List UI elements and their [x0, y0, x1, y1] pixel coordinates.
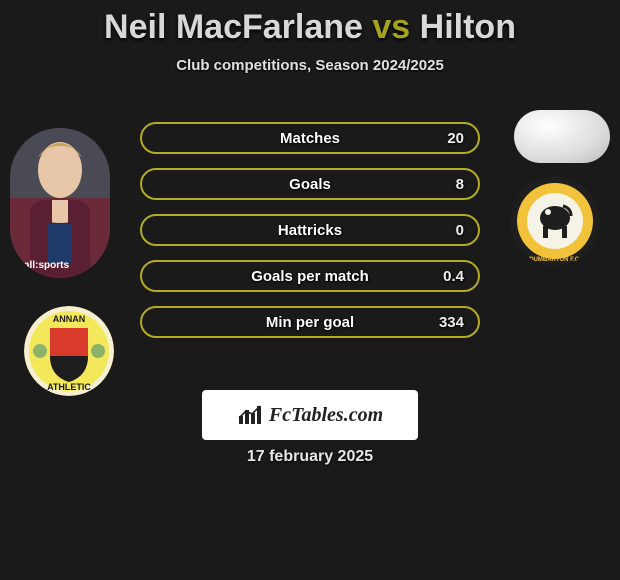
branding-site: FcTables [269, 404, 344, 426]
fctables-branding: FcTables.com [202, 390, 418, 440]
stat-right-value: 8 [456, 176, 464, 193]
player2-photo-placeholder [514, 110, 610, 163]
stat-label: Hattricks [278, 222, 342, 239]
svg-text:ANNAN: ANNAN [53, 314, 86, 324]
player1-photo: all:sports [10, 128, 110, 278]
subtitle: Club competitions, Season 2024/2025 [0, 57, 620, 74]
vs-word: vs [372, 8, 410, 46]
stat-label: Goals per match [251, 268, 369, 285]
stat-label: Min per goal [266, 314, 354, 331]
stat-right-value: 20 [447, 130, 464, 147]
player2-club-badge: D F C DUMBARTON F.C. [510, 176, 600, 266]
stat-right-value: 0.4 [443, 268, 464, 285]
stat-row-goals: Goals 8 [140, 168, 480, 200]
player1-name: Neil MacFarlane [104, 8, 363, 46]
svg-text:all:sports: all:sports [24, 260, 69, 271]
stat-label: Goals [289, 176, 331, 193]
stat-label: Matches [280, 130, 340, 147]
bar-chart-icon [237, 404, 263, 426]
stats-panel: Matches 20 Goals 8 Hattricks 0 Goals per… [140, 122, 480, 352]
generation-date: 17 february 2025 [0, 448, 620, 466]
svg-text:DUMBARTON F.C.: DUMBARTON F.C. [529, 257, 581, 263]
stat-row-matches: Matches 20 [140, 122, 480, 154]
svg-text:D F C: D F C [547, 184, 563, 190]
stat-row-hattricks: Hattricks 0 [140, 214, 480, 246]
stat-right-value: 334 [439, 314, 464, 331]
player2-name: Hilton [420, 8, 516, 46]
svg-text:ATHLETIC: ATHLETIC [47, 382, 91, 392]
stat-row-goals-per-match: Goals per match 0.4 [140, 260, 480, 292]
stat-row-min-per-goal: Min per goal 334 [140, 306, 480, 338]
branding-text: FcTables.com [269, 404, 383, 427]
player1-club-badge: ANNAN ATHLETIC [24, 306, 114, 396]
branding-suffix: .com [344, 404, 383, 426]
stat-right-value: 0 [456, 222, 464, 239]
comparison-title: Neil MacFarlane vs Hilton [0, 0, 620, 47]
